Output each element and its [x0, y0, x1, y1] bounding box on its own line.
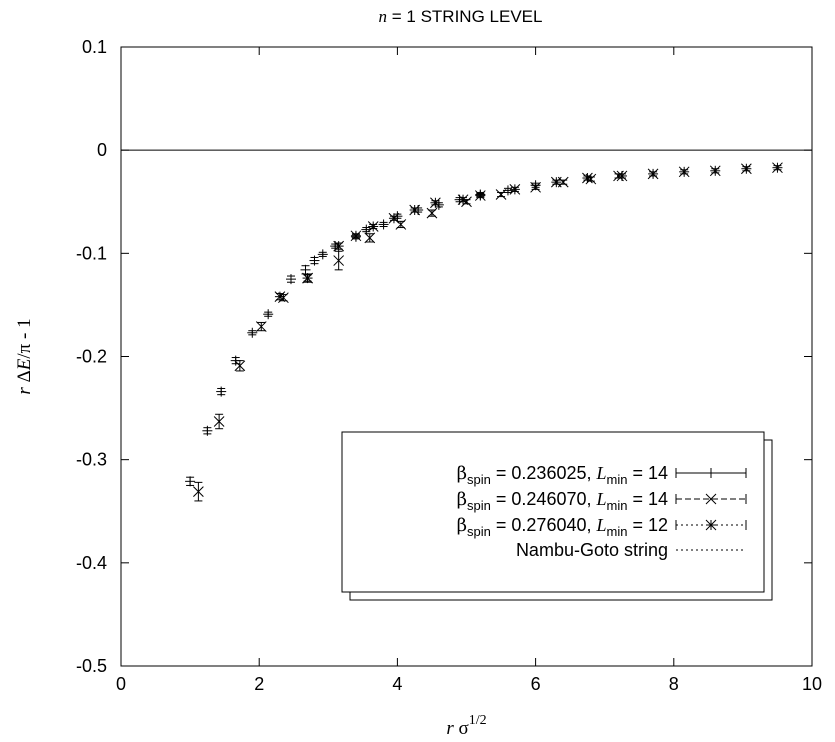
data-point-series-2	[193, 486, 204, 498]
chart-title: n = 1 STRING LEVEL	[379, 7, 543, 26]
data-point-series-1	[378, 219, 389, 230]
x-tick-label: 10	[802, 674, 822, 694]
data-point-series-3	[350, 230, 362, 242]
data-point-series-3	[409, 204, 421, 216]
data-layer	[185, 162, 783, 502]
x-tick-label: 2	[254, 674, 264, 694]
data-point-series-3	[582, 172, 593, 184]
data-point-series-1	[185, 476, 196, 487]
legend-marker-1	[706, 468, 716, 478]
y-tick-label: -0.4	[76, 553, 107, 573]
data-point-series-1	[263, 309, 274, 320]
data-point-series-2	[255, 321, 267, 332]
legend-marker-3	[705, 519, 717, 531]
data-point-series-1	[300, 264, 311, 275]
legend-label-4: Nambu-Goto string	[516, 540, 668, 560]
y-tick-label: -0.3	[76, 450, 107, 470]
data-point-series-2	[530, 181, 541, 193]
data-point-series-1	[202, 425, 213, 436]
data-point-series-3	[709, 165, 721, 177]
y-axis-label: r ΔE/π - 1	[14, 318, 35, 394]
legend-marker-2	[705, 493, 717, 505]
data-point-series-1	[216, 386, 227, 397]
data-point-series-2	[234, 360, 246, 372]
data-point-series-3	[430, 197, 441, 209]
data-point-series-2	[495, 189, 507, 200]
x-axis-label: r σ1/2	[446, 713, 486, 739]
y-tick-label: 0	[97, 140, 107, 160]
data-point-series-1	[247, 327, 258, 338]
data-point-series-3	[333, 240, 345, 252]
data-point-series-3	[474, 190, 486, 201]
data-point-series-3	[741, 163, 752, 175]
data-point-series-1	[317, 249, 328, 260]
data-point-series-3	[647, 168, 659, 180]
data-point-series-2	[395, 219, 407, 230]
data-point-series-3	[388, 212, 400, 224]
data-point-series-3	[302, 272, 313, 284]
data-point-series-3	[509, 184, 521, 195]
legend-label-1: βspin = 0.236025, Lmin = 14	[457, 463, 668, 487]
data-point-series-2	[426, 207, 438, 219]
x-tick-label: 6	[531, 674, 541, 694]
data-point-series-2	[364, 232, 376, 244]
data-point-series-3	[457, 194, 469, 206]
data-point-series-2	[333, 255, 345, 266]
data-point-series-3	[550, 176, 562, 188]
data-point-series-3	[616, 170, 628, 182]
data-point-series-1	[285, 274, 296, 285]
y-tick-label: -0.1	[76, 243, 107, 263]
x-tick-label: 8	[669, 674, 679, 694]
y-tick-label: -0.5	[76, 656, 107, 676]
legend-label-3: βspin = 0.276040, Lmin = 12	[457, 515, 668, 539]
x-tick-label: 0	[116, 674, 126, 694]
data-point-series-3	[678, 166, 690, 178]
legend-label-2: βspin = 0.246070, Lmin = 14	[457, 489, 668, 513]
y-tick-label: 0.1	[82, 37, 107, 57]
data-point-series-2	[213, 416, 225, 427]
data-point-series-3	[772, 162, 783, 174]
data-point-series-3	[274, 291, 286, 303]
legend-box	[341, 431, 765, 593]
data-point-series-1	[309, 255, 320, 266]
data-point-series-3	[367, 221, 379, 232]
y-tick-label: -0.2	[76, 347, 107, 367]
x-tick-label: 4	[392, 674, 402, 694]
